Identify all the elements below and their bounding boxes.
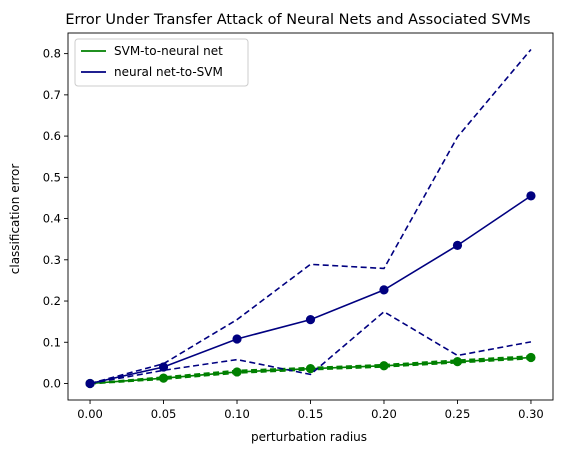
legend-box [74, 38, 249, 87]
x-tick-label: 0.25 [445, 407, 471, 421]
y-axis: 0.0 0.1 0.2 0.3 0.4 0.5 0.6 0.7 0.8 [43, 47, 68, 391]
x-axis-label: perturbation radius [251, 430, 367, 444]
x-tick-label: 0.20 [371, 407, 397, 421]
series-0-point [379, 361, 389, 371]
series-0-point [452, 357, 463, 367]
series-1-point [526, 191, 536, 201]
y-axis-label: classification error [8, 164, 22, 275]
series-0-point [158, 373, 169, 383]
series-0-point [526, 352, 536, 363]
x-tick-label: 0.00 [77, 407, 103, 421]
y-tick-label: 0.1 [43, 335, 61, 349]
series-1-point [379, 285, 389, 295]
y-tick-label: 0.3 [43, 253, 61, 267]
series-1-lower-bound [89, 310, 532, 385]
x-tick-label: 0.05 [151, 407, 177, 421]
x-tick-label: 0.15 [298, 407, 324, 421]
series-layer [85, 48, 536, 389]
y-tick-label: 0.8 [43, 47, 61, 61]
plot-frame [67, 32, 554, 401]
x-tick-label: 0.10 [224, 407, 250, 421]
y-tick-label: 0.0 [43, 377, 61, 391]
series-1-point [305, 314, 316, 325]
x-axis: 0.00 0.05 0.10 0.15 0.20 0.25 0.30 [77, 400, 544, 421]
plot-area [67, 32, 554, 401]
series-0-point [305, 364, 316, 374]
series-1-point [232, 334, 242, 344]
series-1-upper-bound [89, 48, 532, 385]
series-0-point [232, 367, 242, 377]
legend-label: SVM-to-neural net [114, 44, 223, 58]
y-tick-label: 0.6 [43, 129, 61, 143]
legend-label: neural net-to-SVM [114, 65, 223, 79]
y-tick-label: 0.2 [43, 294, 61, 308]
chart-title: Error Under Transfer Attack of Neural Ne… [65, 12, 530, 28]
x-tick-label: 0.30 [518, 407, 544, 421]
y-tick-label: 0.5 [43, 170, 61, 184]
series-1-point [452, 240, 463, 250]
series-1-line [89, 195, 532, 385]
y-tick-label: 0.7 [43, 88, 61, 102]
legend: SVM-to-neural net neural net-to-SVM [74, 38, 249, 87]
y-tick-label: 0.4 [43, 212, 61, 226]
series-1-point [85, 378, 95, 389]
series-1-point [158, 362, 169, 372]
